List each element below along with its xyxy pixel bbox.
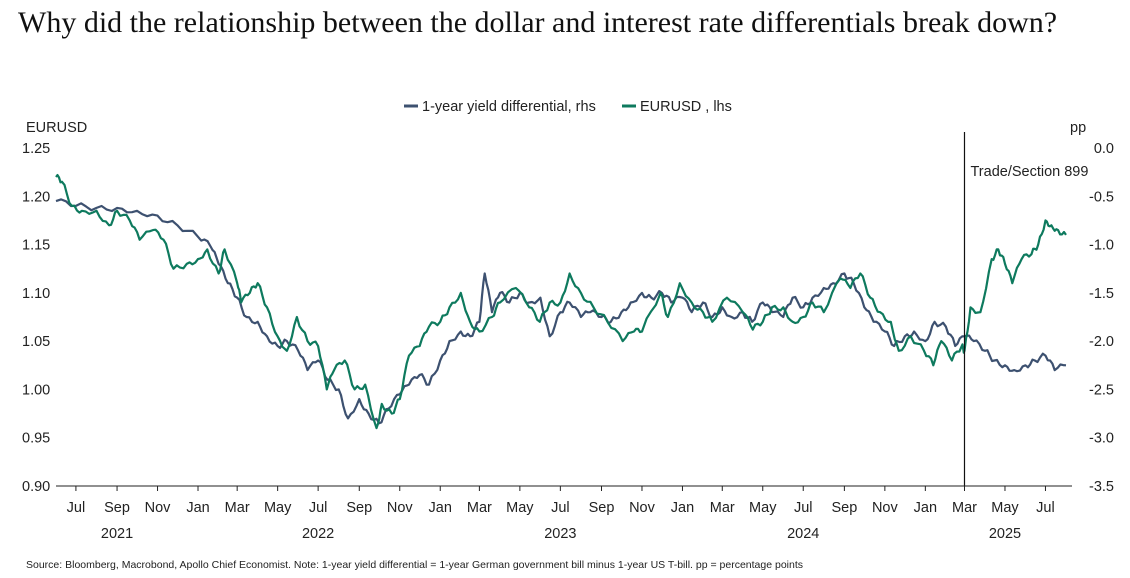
right-tick-label: -2.5 bbox=[1089, 382, 1114, 398]
legend-label: EURUSD , lhs bbox=[640, 99, 732, 115]
x-tick-label: Nov bbox=[629, 500, 656, 516]
x-tick-label: May bbox=[264, 500, 292, 516]
left-tick-label: 1.00 bbox=[22, 382, 50, 398]
x-tick-label: Jul bbox=[1036, 500, 1055, 516]
left-axis-ticks: 1.25 1.20 1.15 1.10 1.05 1.00 0.95 0.90 bbox=[22, 141, 50, 495]
x-tick-label: Jan bbox=[186, 500, 209, 516]
right-tick-label: -3.5 bbox=[1089, 479, 1114, 495]
x-tick-label: Jul bbox=[794, 500, 813, 516]
yield-differential-line bbox=[55, 198, 1067, 425]
x-tick-label: Jul bbox=[309, 500, 328, 516]
x-tick-label: May bbox=[749, 500, 777, 516]
chart-title: Why did the relationship between the dol… bbox=[18, 6, 1058, 39]
x-tick-label: Sep bbox=[831, 500, 857, 516]
x-year-label: 2025 bbox=[989, 526, 1021, 542]
x-tick-label: Sep bbox=[346, 500, 372, 516]
right-tick-label: -3.0 bbox=[1089, 431, 1114, 447]
x-tick-label: Nov bbox=[145, 500, 172, 516]
source-note: Source: Bloomberg, Macrobond, Apollo Chi… bbox=[26, 559, 803, 571]
x-tick-label: Nov bbox=[387, 500, 414, 516]
left-tick-label: 1.05 bbox=[22, 334, 50, 350]
x-tick-label: May bbox=[991, 500, 1019, 516]
eurusd-line bbox=[55, 174, 1067, 430]
annotation-label: Trade/Section 899 bbox=[970, 164, 1088, 180]
left-tick-label: 1.20 bbox=[22, 189, 50, 205]
left-tick-label: 1.25 bbox=[22, 141, 50, 157]
x-tick-label: Nov bbox=[872, 500, 899, 516]
x-tick-label: Jul bbox=[551, 500, 570, 516]
x-year-label: 2024 bbox=[787, 526, 819, 542]
left-tick-label: 0.95 bbox=[22, 431, 50, 447]
right-tick-label: -1.0 bbox=[1089, 238, 1114, 254]
x-tick-label: Jan bbox=[914, 500, 937, 516]
x-tick-label: Sep bbox=[104, 500, 130, 516]
left-tick-label: 0.90 bbox=[22, 479, 50, 495]
x-year-label: 2023 bbox=[544, 526, 576, 542]
annotation: Trade/Section 899 bbox=[963, 132, 1088, 486]
x-tick-label: Sep bbox=[589, 500, 615, 516]
right-axis-ticks: 0.0 -0.5 -1.0 -1.5 -2.0 -2.5 -3.0 -3.5 bbox=[1089, 141, 1114, 495]
x-year-label: 2022 bbox=[302, 526, 334, 542]
x-tick-label: Mar bbox=[467, 500, 492, 516]
legend: 1-year yield differential, rhs EURUSD , l… bbox=[404, 99, 732, 115]
x-year-label: 2021 bbox=[101, 526, 133, 542]
x-tick-label: Jan bbox=[429, 500, 452, 516]
right-tick-label: -1.5 bbox=[1089, 286, 1114, 302]
legend-label: 1-year yield differential, rhs bbox=[422, 99, 596, 115]
series-lines bbox=[55, 174, 1067, 430]
right-tick-label: 0.0 bbox=[1094, 141, 1114, 157]
left-tick-label: 1.15 bbox=[22, 238, 50, 254]
left-tick-label: 1.10 bbox=[22, 286, 50, 302]
right-tick-label: -2.0 bbox=[1089, 334, 1114, 350]
right-axis-title: pp bbox=[1070, 120, 1086, 136]
x-tick-label: Mar bbox=[710, 500, 735, 516]
x-tick-label: Jan bbox=[671, 500, 694, 516]
x-tick-label: Mar bbox=[225, 500, 250, 516]
x-tick-label: May bbox=[506, 500, 534, 516]
x-tick-label: Mar bbox=[952, 500, 977, 516]
left-axis-title: EURUSD bbox=[26, 120, 87, 136]
right-tick-label: -0.5 bbox=[1089, 189, 1114, 205]
x-tick-label: Jul bbox=[67, 500, 86, 516]
x-axis-ticks: Jul Sep Nov Jan Mar May Jul Sep Nov Jan Mar May Jul S… bbox=[67, 486, 1055, 542]
